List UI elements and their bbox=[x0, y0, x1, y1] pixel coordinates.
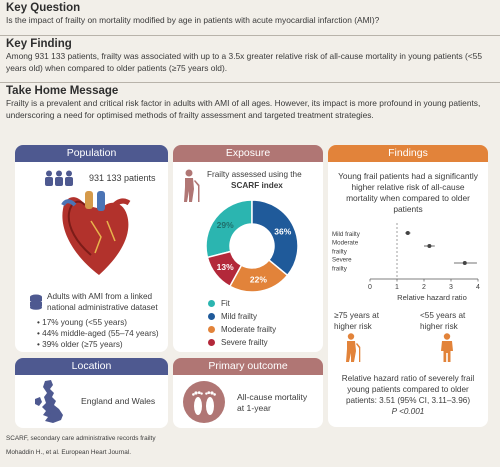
forest-row-label: frailty bbox=[332, 266, 348, 273]
population-bullet-young: • 17% young (<55 years) bbox=[37, 318, 128, 327]
young-higher-risk-1: <55 years at bbox=[420, 311, 466, 320]
older-higher-risk-2: higher risk bbox=[334, 322, 372, 331]
legend-severe: Severe frailty bbox=[208, 338, 268, 347]
frailty-donut-chart: 29% 36% 22% 13% bbox=[205, 199, 299, 293]
exposure-panel: Exposure Frailty assessed using the SCAR… bbox=[173, 145, 323, 352]
forest-plot: Mild frailtyModeratefrailtySeverefrailty… bbox=[332, 223, 480, 302]
summary-line-2: young patients compared to older bbox=[347, 385, 469, 394]
forest-tick-label: 2 bbox=[422, 284, 426, 291]
heart-icon bbox=[61, 191, 131, 275]
findings-heading: Findings bbox=[328, 145, 488, 162]
findings-text-1: Young frail patients had a significantly bbox=[338, 171, 478, 181]
donut-slice-severe-frailty bbox=[206, 250, 243, 288]
summary-line-3: patients: 3.51 (95% CI, 3.11–3.96) bbox=[345, 396, 471, 405]
legend-label: Fit bbox=[221, 299, 230, 308]
summary-p-value: P <0.001 bbox=[391, 407, 425, 416]
summary-line-1: Relative hazard ratio of severely frail bbox=[341, 374, 475, 383]
uk-map-icon bbox=[35, 380, 63, 423]
older-higher-risk-1: ≥75 years at bbox=[334, 311, 379, 320]
outcome-panel: Primary outcome All-cause mortality at 1… bbox=[173, 358, 323, 428]
forest-row-label: frailty bbox=[332, 249, 348, 256]
key-finding-heading: Key Finding bbox=[6, 38, 72, 50]
legend-label: Severe frailty bbox=[221, 338, 268, 347]
legend-moderate: Moderate frailty bbox=[208, 325, 276, 334]
key-finding: Key Finding Among 931 133 patients, frai… bbox=[6, 38, 496, 74]
divider bbox=[0, 82, 500, 83]
legend-swatch bbox=[208, 339, 215, 346]
legend-swatch bbox=[208, 326, 215, 333]
forest-row-label: Severe bbox=[332, 257, 352, 264]
location-heading: Location bbox=[15, 358, 168, 375]
citation: Mohaddin H., et al. European Heart Journ… bbox=[6, 449, 132, 456]
forest-point-estimate bbox=[462, 261, 467, 265]
population-panel: Population 931 133 patients Adults with … bbox=[15, 145, 168, 352]
donut-label: 22% bbox=[250, 274, 267, 284]
outcome-line-2: at 1-year bbox=[237, 403, 271, 413]
outcome-heading: Primary outcome bbox=[173, 358, 323, 375]
footnote: SCARF, secondary care administrative rec… bbox=[6, 435, 156, 442]
key-finding-text: Among 931 133 patients, frailty was asso… bbox=[6, 51, 482, 73]
forest-tick-label: 3 bbox=[449, 284, 453, 291]
patient-count: 931 133 patients bbox=[89, 173, 156, 183]
donut-label: 13% bbox=[217, 262, 234, 272]
exposure-heading: Exposure bbox=[173, 145, 323, 162]
outcome-line-1: All-cause mortality bbox=[237, 392, 308, 402]
donut-slice-mild-frailty bbox=[251, 199, 299, 277]
take-home: Take Home Message Frailty is a prevalent… bbox=[6, 85, 496, 121]
donut-label: 36% bbox=[274, 227, 291, 237]
location-text: England and Wales bbox=[81, 396, 156, 406]
forest-row-label: Moderate bbox=[332, 240, 359, 247]
divider bbox=[0, 35, 500, 36]
donut-label: 29% bbox=[217, 220, 234, 230]
findings-panel: Findings Young frail patients had a sign… bbox=[328, 145, 488, 427]
forest-row-label: Mild frailty bbox=[332, 231, 361, 238]
legend-swatch bbox=[208, 313, 215, 320]
elderly-person-icon bbox=[184, 169, 200, 202]
location-panel: Location England and Wales bbox=[15, 358, 168, 428]
take-home-text: Frailty is a prevalent and critical risk… bbox=[6, 98, 481, 120]
legend-label: Moderate frailty bbox=[221, 325, 277, 334]
legend-label: Mild frailty bbox=[221, 312, 258, 321]
database-icon bbox=[30, 294, 42, 310]
people-icon bbox=[45, 170, 73, 186]
population-bullet-middle: • 44% middle-aged (55–74 years) bbox=[37, 329, 159, 338]
elderly-person-icon bbox=[346, 333, 361, 362]
population-bullet-older: • 39% older (≥75 years) bbox=[37, 340, 123, 349]
findings-text-3: mortality when compared to older bbox=[346, 193, 470, 203]
exposure-desc-line1: Frailty assessed using the bbox=[207, 170, 302, 179]
young-person-icon bbox=[441, 333, 453, 362]
population-description: Adults with AMI from a linked national a… bbox=[47, 292, 158, 312]
take-home-heading: Take Home Message bbox=[6, 85, 119, 97]
legend-swatch bbox=[208, 300, 215, 307]
forest-x-label: Relative hazard ratio bbox=[397, 293, 467, 302]
findings-text-2: higher relative risk of all-cause bbox=[351, 182, 465, 192]
forest-tick-label: 1 bbox=[395, 284, 399, 291]
key-question-text: Is the impact of frailty on mortality mo… bbox=[6, 15, 380, 25]
feet-icon bbox=[183, 381, 225, 423]
forest-point-estimate bbox=[405, 231, 410, 235]
key-question-heading: Key Question bbox=[6, 2, 81, 14]
forest-point-estimate bbox=[427, 244, 432, 248]
exposure-desc-line2: SCARF index bbox=[231, 181, 283, 190]
forest-tick-label: 4 bbox=[476, 284, 480, 291]
findings-text-4: patients bbox=[393, 204, 423, 214]
population-heading: Population bbox=[15, 145, 168, 162]
key-question: Key Question Is the impact of frailty on… bbox=[6, 2, 496, 27]
legend-mild: Mild frailty bbox=[208, 312, 257, 321]
young-higher-risk-2: higher risk bbox=[420, 322, 458, 331]
forest-tick-label: 0 bbox=[368, 284, 372, 291]
legend-fit: Fit bbox=[208, 299, 230, 308]
